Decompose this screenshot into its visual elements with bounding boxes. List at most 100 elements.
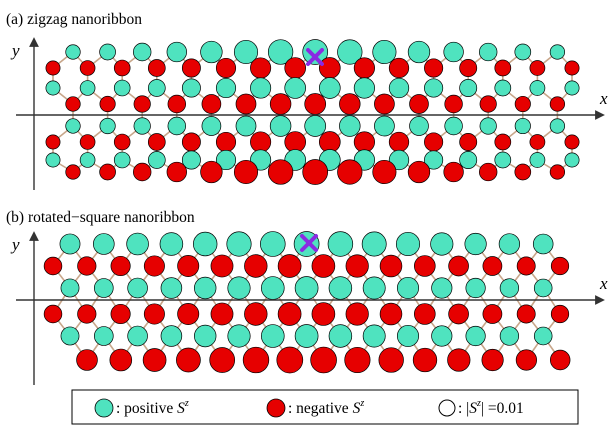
lattice-site: [388, 57, 410, 79]
lattice-site: [310, 346, 337, 374]
lattice-site: [424, 150, 444, 170]
lattice-site: [353, 131, 375, 153]
lattice-site: [233, 159, 259, 185]
lattice-site: [304, 115, 327, 137]
lattice-site: [277, 302, 302, 326]
lattice-site: [167, 94, 187, 114]
lattice-site: [353, 77, 375, 99]
lattice-site: [459, 133, 478, 151]
lattice-site: [361, 231, 387, 257]
lattice-site: [302, 159, 329, 185]
lattice-site: [284, 77, 307, 99]
lattice-site: [345, 254, 369, 278]
panel-b-x-label: x: [599, 274, 608, 293]
lattice-site: [550, 304, 570, 324]
lattice-site: [250, 77, 272, 99]
lattice-site: [459, 151, 478, 169]
lattice-site: [533, 278, 553, 298]
panel-b-title: (b) rotated−square nanoribbon: [6, 209, 195, 226]
lattice-site: [494, 133, 512, 151]
lattice-site: [479, 162, 498, 182]
lattice-site: [45, 80, 61, 96]
lattice-site: [267, 159, 294, 185]
lattice-site: [494, 79, 512, 97]
lattice-site: [267, 39, 294, 65]
lattice-site: [45, 152, 61, 168]
lattice-site: [126, 232, 149, 256]
lattice-site: [227, 276, 251, 300]
lattice-site: [113, 151, 131, 169]
lattice-site: [550, 256, 570, 276]
panel-b: (b) rotated−square nanoribbon x y: [6, 209, 608, 385]
lattice-site: [181, 132, 201, 152]
lattice-site: [459, 59, 478, 77]
lattice-site: [499, 278, 520, 298]
rotated-square-lattice: [43, 231, 571, 374]
lattice-site: [529, 80, 546, 96]
lattice-site: [443, 161, 464, 183]
lattice-site: [431, 325, 453, 347]
lattice-site: [147, 59, 166, 77]
lattice-site: [176, 347, 201, 373]
lattice-site: [374, 93, 395, 115]
lattice-site: [353, 57, 375, 79]
lattice-site: [413, 303, 436, 325]
lattice-site: [532, 233, 554, 255]
lattice-site: [515, 349, 538, 371]
lattice-site: [210, 302, 234, 326]
lattice-site: [424, 78, 444, 98]
panel-a-y-label: y: [10, 41, 20, 60]
lattice-site: [294, 276, 319, 300]
lattice-site: [215, 77, 237, 99]
lattice-site: [409, 94, 429, 114]
lattice-site: [407, 40, 431, 64]
lattice-site: [110, 303, 131, 325]
lattice-site: [479, 42, 498, 62]
lattice-site: [514, 163, 532, 181]
lattice-site: [76, 349, 98, 371]
lattice-site: [379, 302, 403, 326]
lattice-site: [43, 256, 63, 276]
lattice-site: [327, 231, 354, 257]
lattice-site: [99, 95, 116, 113]
lattice-site: [201, 94, 222, 114]
lattice-site: [269, 93, 292, 115]
lattice-site: [479, 95, 497, 113]
lattice-site: [284, 57, 307, 79]
lattice-site: [193, 324, 217, 348]
lattice-site: [412, 347, 438, 373]
lattice-site: [482, 304, 503, 324]
lattice-site: [318, 77, 341, 99]
lattice-site: [498, 233, 521, 255]
lattice-site: [395, 231, 421, 257]
lattice-site: [372, 39, 397, 65]
lattice-site: [337, 159, 363, 185]
lattice-site: [294, 324, 319, 348]
lattice-site: [192, 231, 218, 257]
lattice-site: [215, 131, 237, 153]
lattice-site: [167, 116, 187, 136]
lattice-site: [59, 233, 81, 255]
lattice-site: [388, 131, 410, 153]
lattice-site: [396, 276, 420, 300]
cross-marker-icon: [300, 234, 318, 252]
panel-a-title: (a) zigzag nanoribbon: [6, 11, 142, 28]
lattice-site: [133, 95, 151, 113]
lattice-site: [147, 151, 166, 169]
lattice-site: [549, 96, 566, 112]
lattice-site: [448, 255, 469, 277]
lattice-site: [479, 117, 497, 135]
lattice-site: [465, 325, 486, 347]
lattice-site: [549, 118, 566, 134]
lattice-site: [200, 40, 223, 64]
lattice-site: [92, 233, 115, 255]
lattice-site: [127, 325, 148, 347]
lattice-site: [564, 134, 580, 150]
lattice-site: [448, 303, 469, 325]
lattice-site: [318, 57, 341, 79]
lattice-site: [60, 278, 80, 298]
lattice-site: [564, 60, 580, 76]
lattice-site: [250, 131, 272, 153]
lattice-site: [159, 232, 184, 256]
lattice-site: [269, 115, 292, 137]
